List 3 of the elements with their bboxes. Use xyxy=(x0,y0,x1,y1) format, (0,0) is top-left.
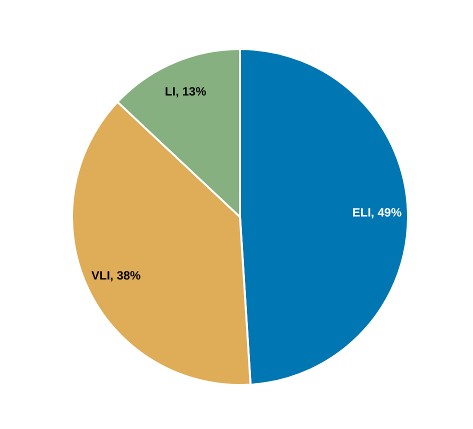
slice-label: VLI, 38% xyxy=(91,268,142,282)
slice-label: ELI, 49% xyxy=(352,206,402,220)
slice-label: LI, 13% xyxy=(164,84,207,98)
